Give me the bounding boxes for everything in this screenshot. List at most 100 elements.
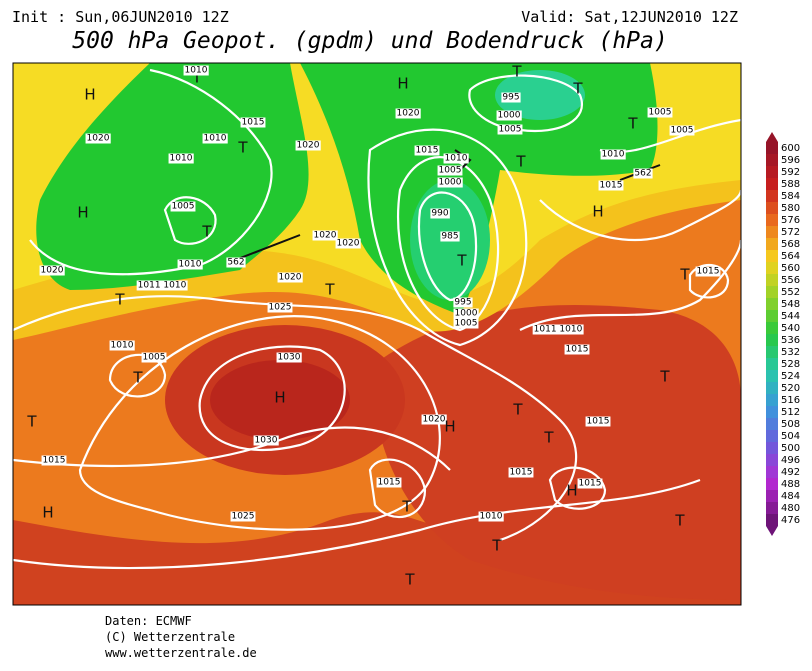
pressure-center: T bbox=[201, 223, 212, 241]
isobar-label: 1010 bbox=[185, 66, 208, 76]
label-box bbox=[421, 414, 447, 425]
label-box bbox=[443, 153, 469, 164]
label-box bbox=[295, 140, 321, 151]
colorbar-swatch bbox=[766, 346, 778, 358]
isobar bbox=[78, 315, 441, 531]
isobar-label: 562 bbox=[634, 169, 651, 179]
warm-core bbox=[210, 360, 350, 440]
isobar-label: 1015 bbox=[510, 468, 533, 478]
colorbar-swatch bbox=[766, 382, 778, 394]
colorbar-swatch bbox=[766, 298, 778, 310]
isobar-label: 1020 bbox=[279, 273, 302, 283]
label-box bbox=[633, 168, 653, 179]
label-box bbox=[168, 153, 194, 164]
label-box bbox=[585, 416, 611, 427]
isobar bbox=[367, 128, 528, 347]
isobar-label: 1020 bbox=[397, 109, 420, 119]
colorbar-label: 476 bbox=[781, 515, 800, 526]
pressure-center: H bbox=[592, 203, 603, 221]
colorbar-swatch bbox=[766, 418, 778, 430]
isobar-label: 1000 bbox=[498, 111, 521, 121]
colorbar-label: 552 bbox=[781, 287, 800, 298]
isobar-label: 1020 bbox=[423, 415, 446, 425]
isobar-label: 1020 bbox=[337, 239, 360, 249]
colorbar-swatch bbox=[766, 442, 778, 454]
colorbar-swatch bbox=[766, 142, 778, 154]
label-box bbox=[437, 177, 463, 188]
label-box bbox=[414, 145, 440, 156]
colorbar-swatch bbox=[766, 214, 778, 226]
label-box bbox=[109, 340, 135, 351]
colorbar-cap bbox=[766, 132, 778, 142]
warm-zone bbox=[374, 305, 741, 600]
pressure-center: T bbox=[515, 153, 526, 171]
colorbar-label: 576 bbox=[781, 215, 800, 226]
footer-line: www.wetterzentrale.de bbox=[105, 646, 257, 660]
label-box bbox=[600, 149, 626, 160]
isobar-label: 995 bbox=[454, 298, 471, 308]
label-box bbox=[335, 238, 361, 249]
colorbar-swatch bbox=[766, 514, 778, 526]
pressure-center: T bbox=[456, 252, 467, 270]
colorbar-label: 496 bbox=[781, 455, 800, 466]
isobar-label: 1011 1010 bbox=[138, 281, 187, 291]
isobar-label: 1010 bbox=[480, 512, 503, 522]
pressure-center: T bbox=[659, 368, 670, 386]
label-box bbox=[141, 352, 167, 363]
colorbar-swatch bbox=[766, 478, 778, 490]
isobar-label: 1010 bbox=[111, 341, 134, 351]
label-box bbox=[437, 165, 463, 176]
colorbar-swatch bbox=[766, 238, 778, 250]
isobar-label: 1010 bbox=[445, 154, 468, 164]
isobar-label: 1000 bbox=[439, 178, 462, 188]
colorbar-label: 548 bbox=[781, 299, 800, 310]
label-box bbox=[453, 308, 479, 319]
label-box bbox=[85, 133, 111, 144]
pressure-center: H bbox=[84, 86, 95, 104]
isobar-label: 995 bbox=[502, 93, 519, 103]
colorbar-swatch bbox=[766, 190, 778, 202]
label-box bbox=[598, 180, 624, 191]
pressure-center: T bbox=[627, 115, 638, 133]
colorbar-label: 596 bbox=[781, 155, 800, 166]
pressure-center: T bbox=[26, 413, 37, 431]
label-box bbox=[226, 257, 246, 268]
pressure-center: T bbox=[401, 498, 412, 516]
colorbar-swatch bbox=[766, 370, 778, 382]
label-box bbox=[277, 272, 303, 283]
isobar-label: 1025 bbox=[269, 303, 292, 313]
isobar bbox=[688, 264, 730, 299]
isobar bbox=[519, 239, 741, 331]
isobar-label: 1010 bbox=[204, 134, 227, 144]
label-box bbox=[430, 208, 450, 219]
label-box bbox=[453, 297, 473, 308]
label-box bbox=[136, 280, 188, 291]
isobar bbox=[13, 295, 578, 542]
label-box bbox=[695, 266, 721, 277]
colorbar-swatch bbox=[766, 394, 778, 406]
label-box bbox=[496, 110, 522, 121]
colorbar-swatch bbox=[766, 286, 778, 298]
footer-line: (C) Wetterzentrale bbox=[105, 630, 235, 644]
colorbar-label: 480 bbox=[781, 503, 800, 514]
colorbar-label: 580 bbox=[781, 203, 800, 214]
isobar bbox=[198, 345, 346, 452]
pressure-center: H bbox=[444, 418, 455, 436]
label-box bbox=[564, 344, 590, 355]
colorbar-label: 588 bbox=[781, 179, 800, 190]
colorbar-cap bbox=[766, 526, 778, 536]
isobar-label: 1015 bbox=[416, 146, 439, 156]
label-box bbox=[177, 259, 203, 270]
colorbar-label: 560 bbox=[781, 263, 800, 274]
isobar-label: 1020 bbox=[87, 134, 110, 144]
colorbar-label: 492 bbox=[781, 467, 800, 478]
label-box bbox=[669, 125, 695, 136]
isobar bbox=[418, 191, 478, 302]
isobar-label: 1010 bbox=[170, 154, 193, 164]
label-box bbox=[230, 511, 256, 522]
colorbar-label: 512 bbox=[781, 407, 800, 418]
pressure-center: T bbox=[543, 429, 554, 447]
label-box bbox=[647, 107, 673, 118]
isobar-label: 1020 bbox=[314, 231, 337, 241]
